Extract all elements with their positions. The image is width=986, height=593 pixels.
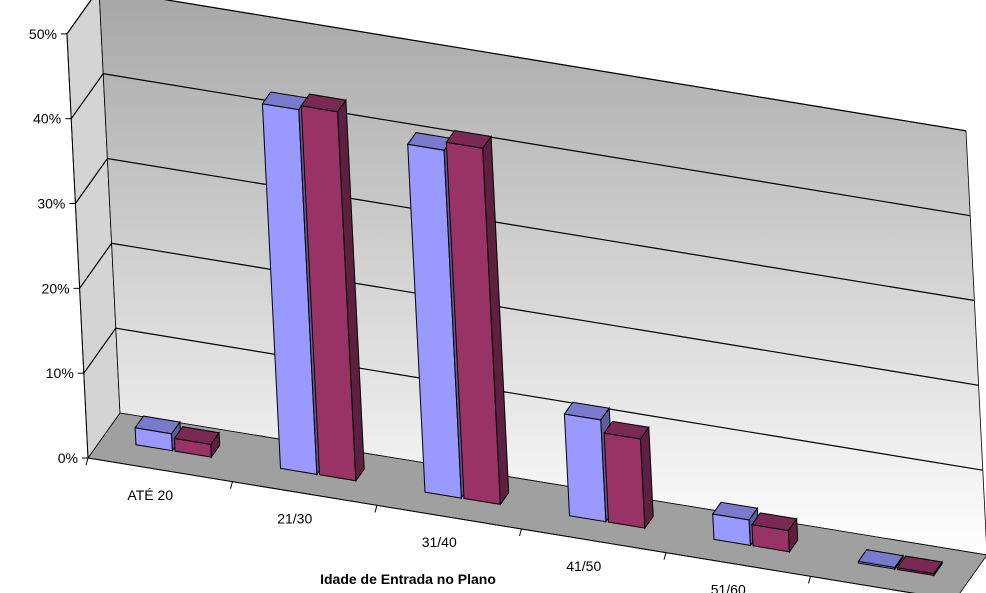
bar-undefined [711, 501, 760, 547]
y-tick-label: 20% [42, 280, 70, 296]
x-axis-title: Idade de Entrada no Plano [320, 571, 496, 587]
x-tick [374, 505, 378, 513]
bars [134, 91, 943, 577]
x-tick-label: 41/50 [566, 558, 601, 574]
x-tick [808, 576, 811, 584]
x-tick-label: 31/40 [422, 534, 457, 550]
bar-top [711, 501, 759, 521]
bar-undefined [603, 420, 654, 530]
x-tick [663, 552, 667, 560]
bar-top [300, 93, 347, 113]
bar-undefined [857, 549, 904, 571]
bar-top [134, 415, 181, 435]
bar-undefined [134, 415, 182, 453]
bar-top [445, 129, 492, 149]
y-axis: 0% 10% 20% 30% 40% 50% [29, 26, 89, 466]
bar-front [603, 432, 646, 529]
bar-undefined [173, 426, 221, 459]
bar-top [857, 549, 904, 568]
plot-walls [66, 0, 986, 593]
gridline [83, 327, 983, 471]
x-tick [230, 481, 233, 489]
gridline [79, 242, 979, 386]
gridline [70, 73, 971, 217]
bar-undefined [445, 129, 510, 506]
y-axis-line [66, 33, 89, 459]
x-tick [85, 457, 89, 466]
bar-top [563, 401, 611, 421]
x-tick-label: 51/60 [711, 582, 746, 593]
gridlines [66, 0, 983, 471]
x-tick-label: ATÉ 20 [127, 487, 173, 503]
x-tick-label: 21/30 [277, 511, 312, 527]
bar-front [563, 413, 607, 523]
y-tick-label: 30% [37, 196, 65, 212]
bar-top [896, 555, 943, 575]
bar-undefined [300, 93, 365, 483]
y-tick-label: 0% [58, 450, 78, 466]
gridline [66, 0, 967, 132]
bar-top [173, 426, 220, 445]
bar-top [603, 420, 650, 440]
bar-undefined [896, 555, 943, 577]
bar-undefined [751, 512, 799, 554]
y-tick-label: 40% [33, 111, 61, 127]
x-tick [519, 528, 522, 537]
y-tick-label: 50% [29, 26, 57, 42]
bar-top [751, 512, 798, 532]
y-tick-label: 10% [46, 365, 74, 381]
gridline [74, 157, 975, 302]
